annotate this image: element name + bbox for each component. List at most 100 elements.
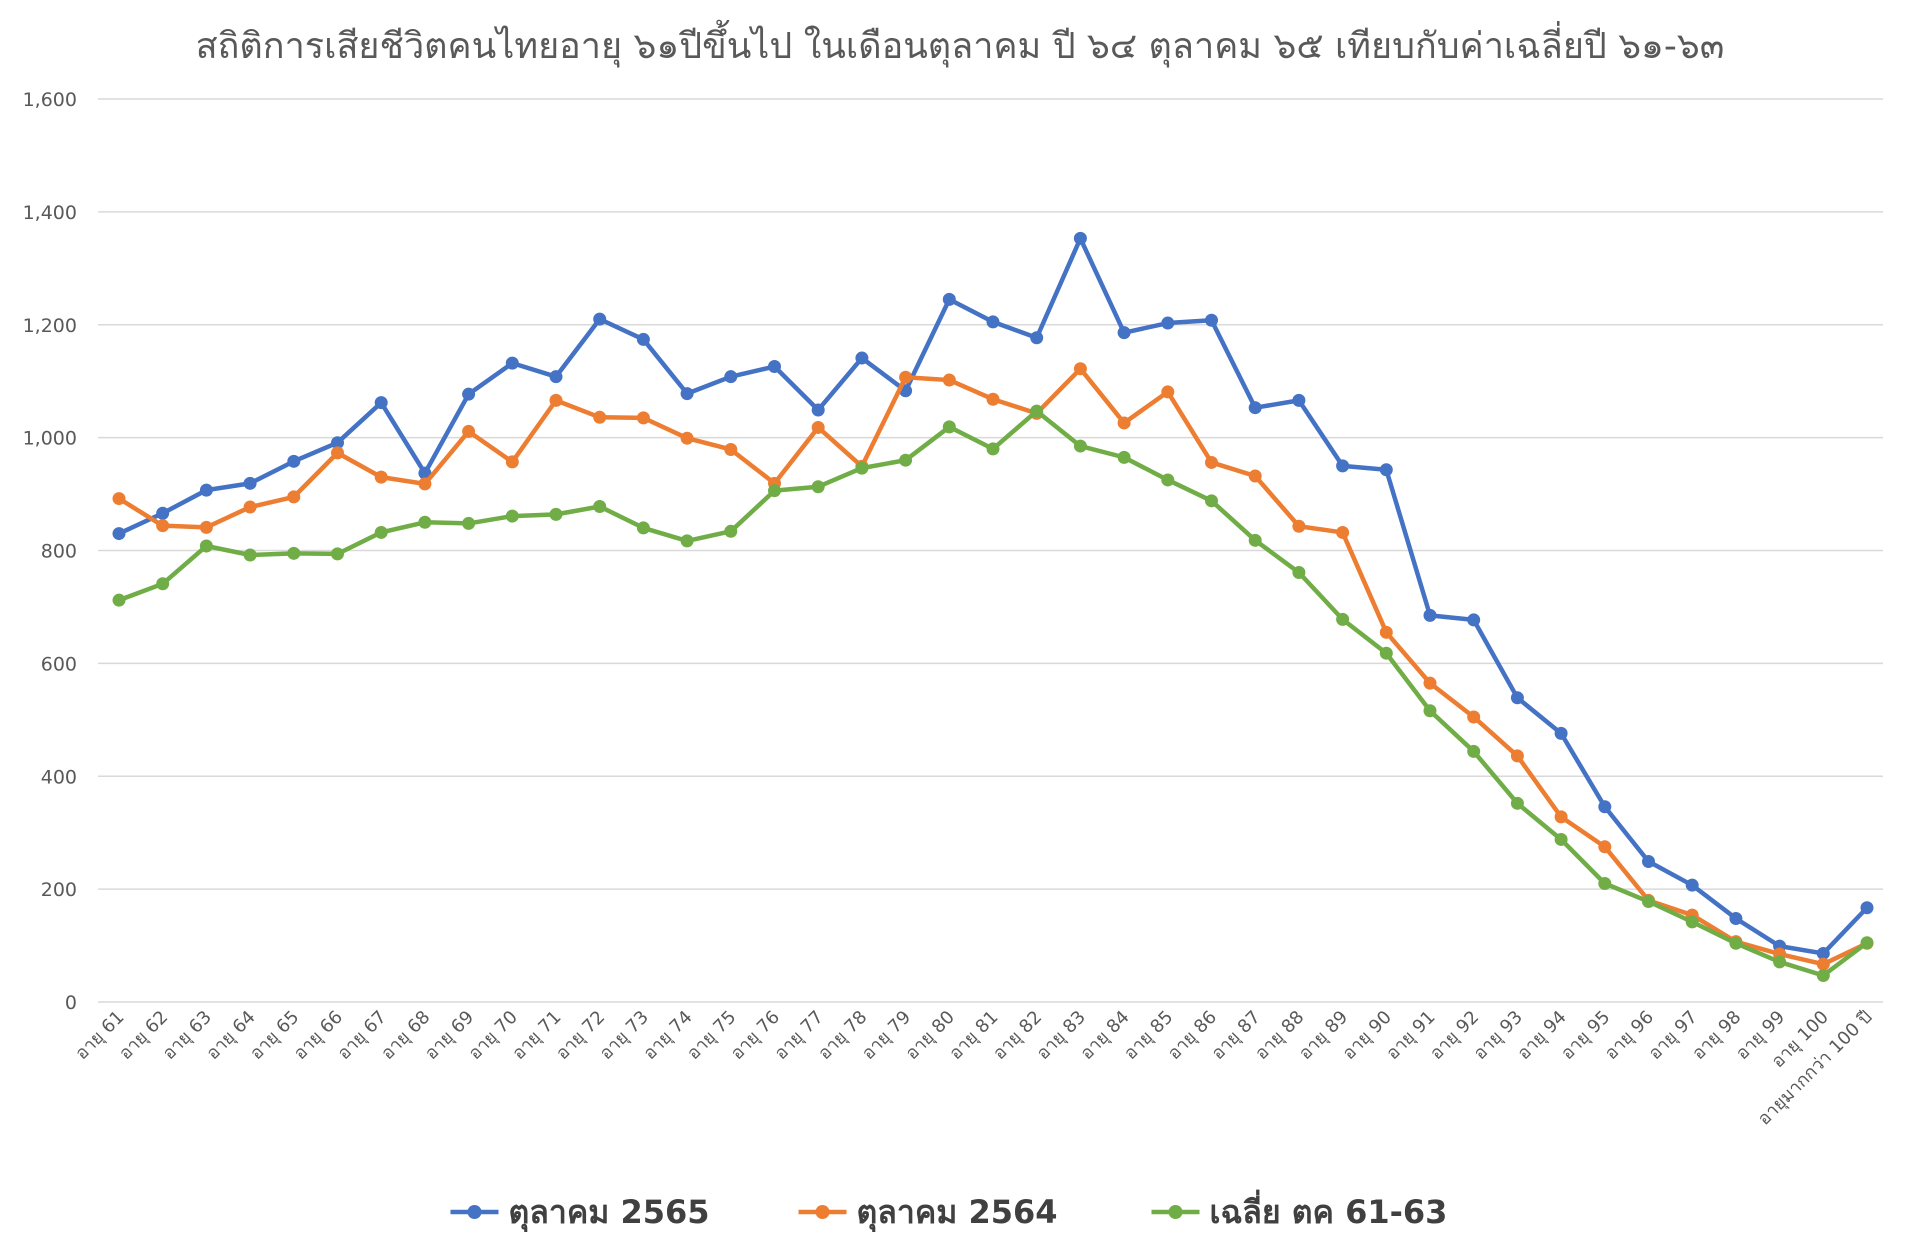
data-point	[1248, 469, 1262, 483]
data-point	[1598, 876, 1612, 890]
data-point	[287, 546, 301, 560]
data-point	[593, 312, 607, 326]
legend-item: ตุลาคม 2565	[450, 1193, 710, 1233]
data-point	[636, 521, 650, 535]
legend-label: ตุลาคม 2564	[857, 1193, 1058, 1233]
series-line	[116, 408, 1870, 978]
data-point	[1205, 455, 1218, 469]
data-point	[811, 480, 825, 494]
data-point	[462, 424, 476, 438]
data-point	[1292, 393, 1306, 407]
data-point	[986, 392, 1000, 406]
gridlines	[98, 98, 1883, 1003]
data-point	[374, 525, 388, 539]
data-point	[156, 519, 170, 533]
data-point	[505, 455, 519, 469]
data-point	[1860, 936, 1874, 950]
data-point	[986, 315, 1000, 329]
data-point	[724, 524, 738, 538]
data-point	[1336, 525, 1350, 539]
data-point	[1205, 494, 1218, 508]
data-point	[112, 527, 126, 541]
data-point	[287, 454, 301, 468]
data-point	[199, 520, 213, 534]
data-point	[505, 356, 519, 370]
data-point	[1161, 473, 1175, 487]
data-point	[1510, 691, 1524, 705]
data-point	[331, 436, 344, 450]
data-point	[1161, 385, 1175, 399]
data-point	[1816, 946, 1830, 960]
y-tick-label: 200	[41, 879, 77, 901]
legend-swatch-marker	[815, 1205, 830, 1219]
data-point	[1073, 231, 1087, 245]
data-point	[1073, 362, 1087, 376]
y-tick-label: 1,000	[23, 428, 77, 450]
data-point	[1510, 796, 1524, 810]
data-point	[986, 442, 1000, 456]
series-3	[112, 404, 1874, 982]
data-point	[593, 499, 607, 513]
data-point	[1117, 450, 1131, 464]
data-point	[1292, 566, 1306, 580]
data-point	[942, 292, 956, 306]
data-point	[593, 410, 607, 424]
data-point	[374, 396, 388, 410]
data-point	[680, 431, 694, 445]
data-point	[1467, 744, 1481, 758]
data-point	[243, 548, 257, 562]
data-point	[1248, 401, 1262, 415]
data-point	[156, 577, 170, 591]
data-point	[942, 373, 956, 387]
y-tick-label: 1,600	[23, 89, 77, 111]
data-point	[374, 470, 388, 484]
data-point	[1860, 901, 1874, 915]
y-tick-label: 1,200	[23, 315, 77, 337]
data-point	[1423, 676, 1437, 690]
data-point	[1642, 895, 1655, 909]
data-point	[1554, 810, 1568, 824]
data-point	[1205, 313, 1218, 327]
data-point	[1423, 608, 1437, 622]
data-point	[1467, 710, 1481, 724]
legend-item: ตุลาคม 2564	[798, 1193, 1058, 1233]
data-point	[680, 534, 694, 548]
data-point	[418, 466, 432, 480]
data-point	[331, 446, 344, 460]
data-point	[505, 509, 519, 523]
data-point	[724, 442, 738, 456]
series-2	[112, 362, 1874, 971]
data-point	[1030, 331, 1044, 345]
data-point	[724, 370, 738, 384]
data-point	[199, 483, 213, 497]
data-point	[1379, 646, 1393, 660]
series-lines	[112, 231, 1874, 982]
data-point	[1510, 749, 1524, 763]
legend-swatch-marker	[1168, 1205, 1183, 1219]
data-point	[1773, 955, 1787, 969]
data-point	[462, 387, 476, 401]
data-point	[1642, 854, 1655, 868]
data-point	[243, 500, 257, 514]
data-point	[1598, 800, 1612, 814]
data-point	[1336, 612, 1350, 626]
data-point	[549, 393, 563, 407]
data-point	[811, 420, 825, 434]
data-point	[1467, 613, 1481, 627]
legend-swatch-marker	[467, 1205, 482, 1219]
data-point	[418, 477, 432, 491]
data-point	[1554, 832, 1568, 846]
data-point	[1379, 625, 1393, 639]
data-point	[1117, 416, 1131, 430]
y-axis-ticks: 0 200 400 600 800 1,000 1,200 1,400 1,600	[23, 89, 77, 1014]
y-tick-label: 1,400	[23, 202, 77, 224]
data-point	[243, 476, 257, 490]
y-tick-label: 400	[41, 766, 77, 788]
data-point	[1073, 439, 1087, 453]
legend: ตุลาคม 2565 ตุลาคม 2564 เฉลี่ย ตค 61-63	[450, 1189, 1447, 1233]
data-point	[1117, 326, 1131, 340]
data-point	[112, 492, 126, 506]
